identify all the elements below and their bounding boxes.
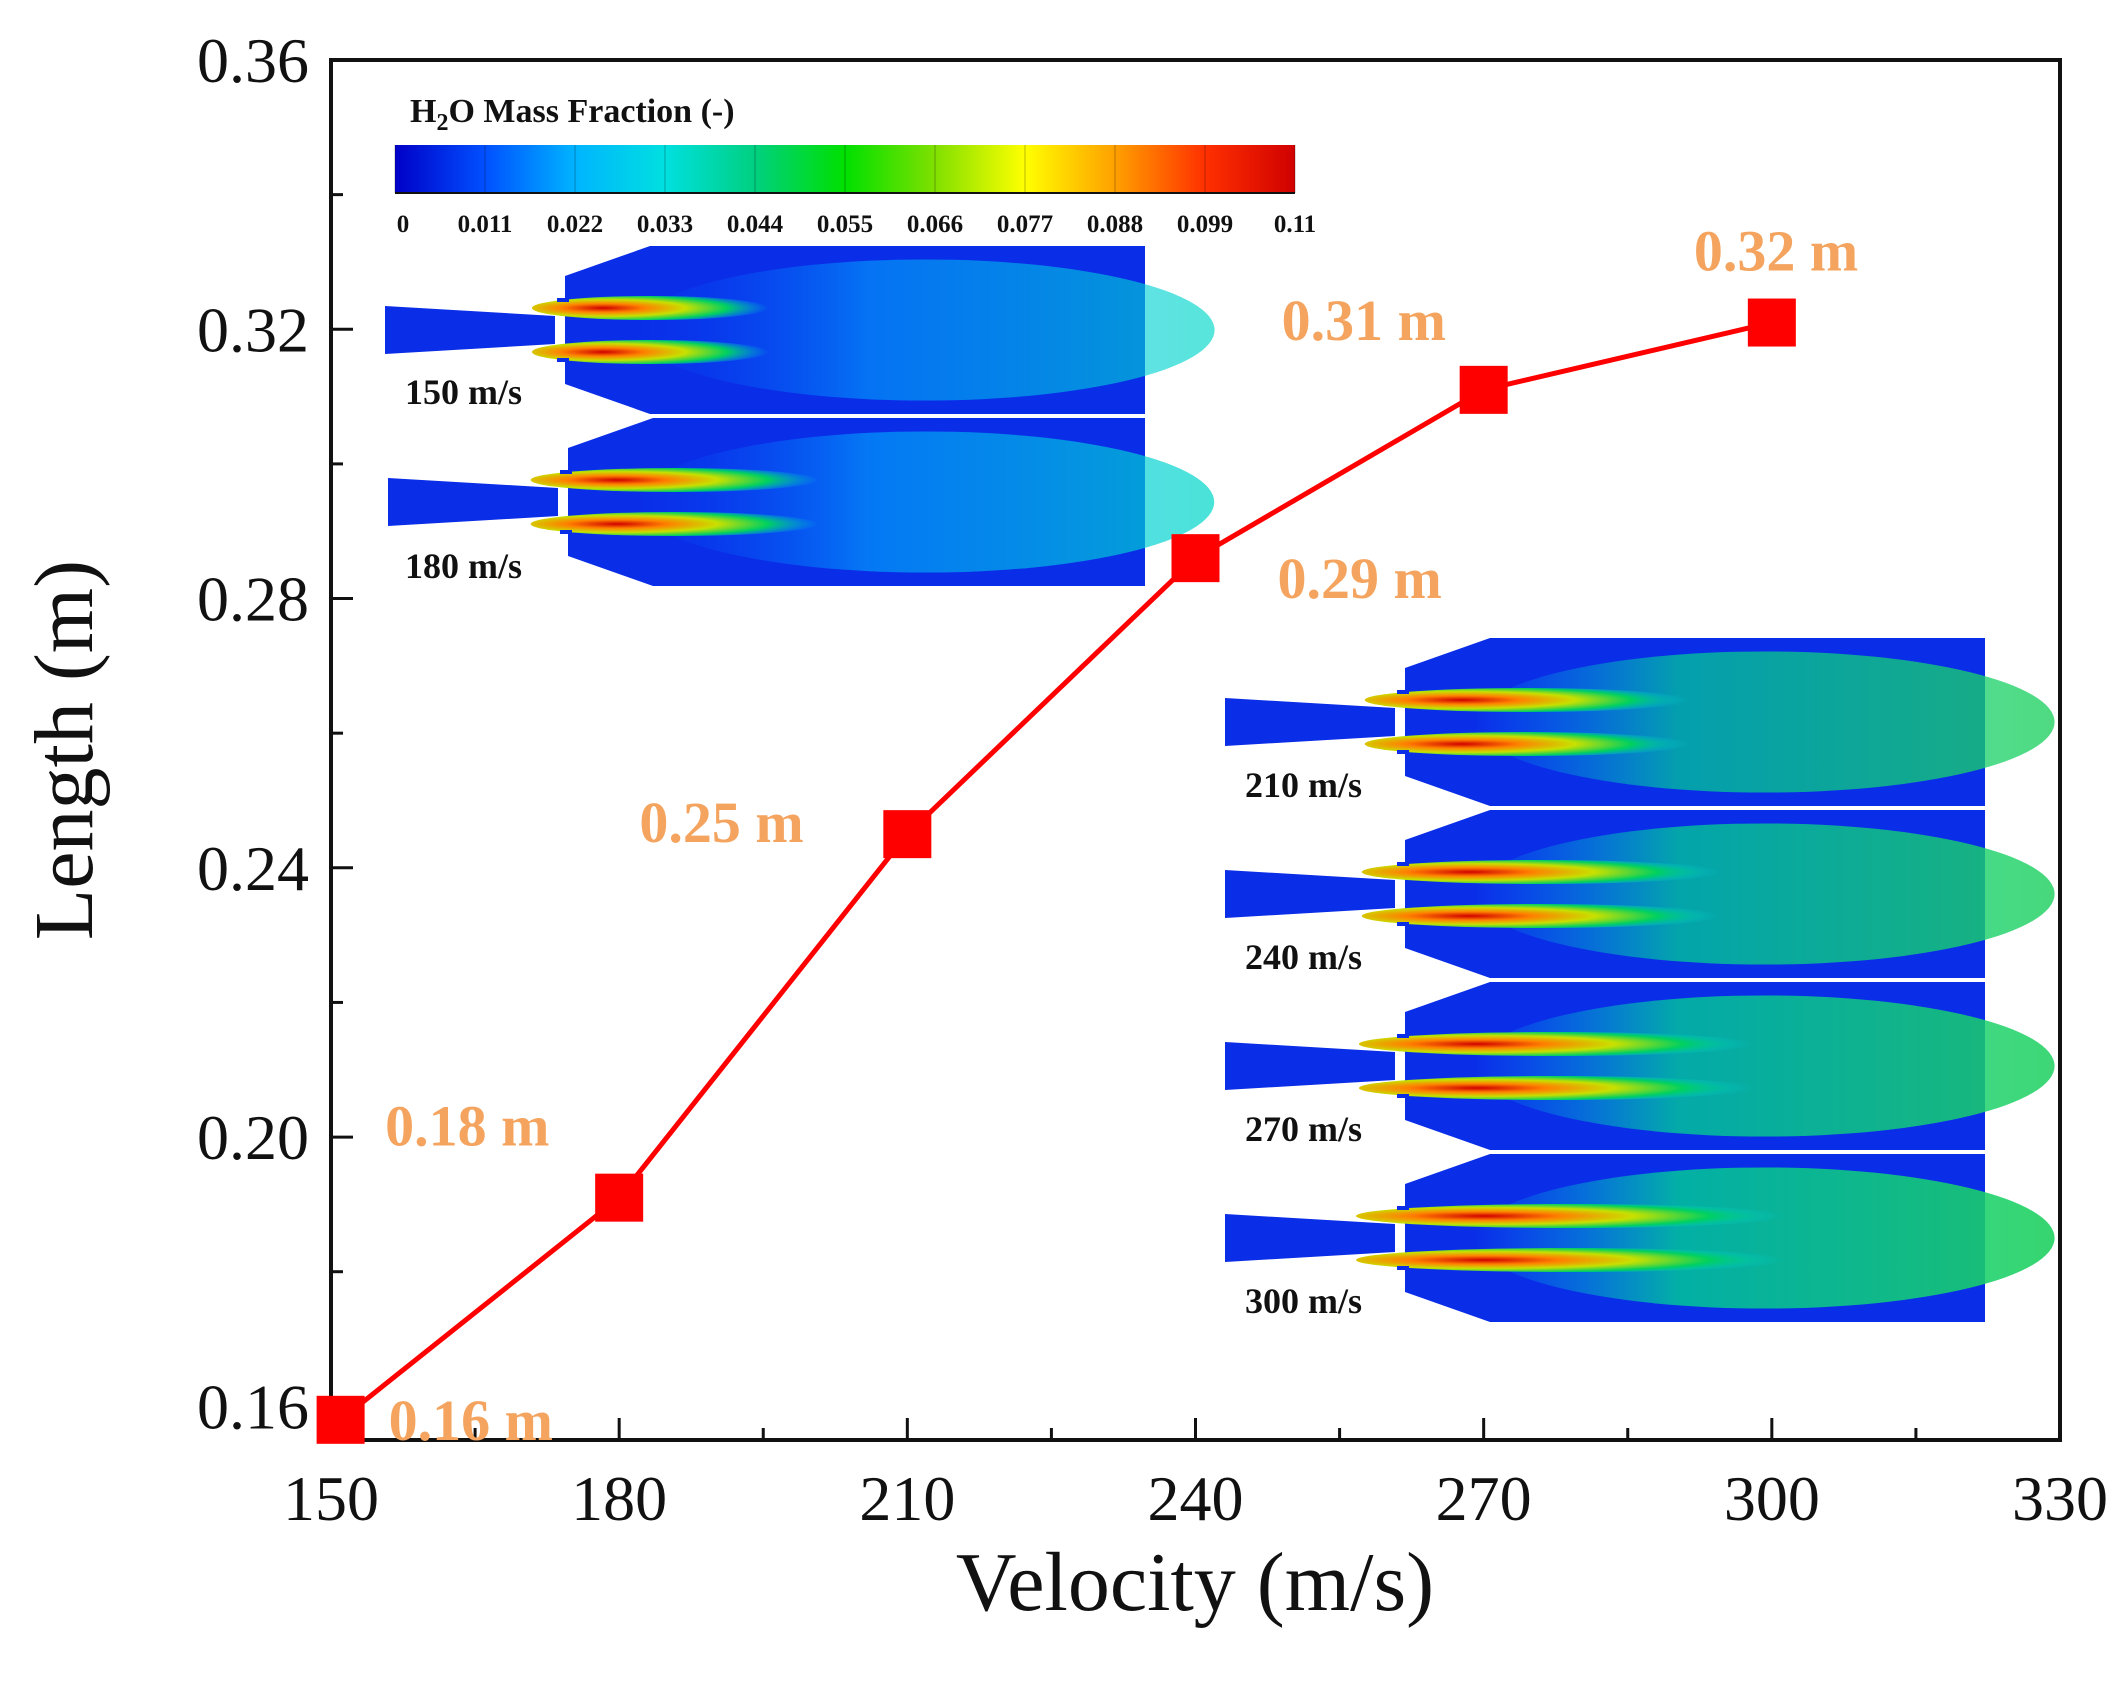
x-tick-label: 300 [1724,1463,1820,1534]
x-tick-label: 180 [571,1463,667,1534]
velocity-contour-insets: 150 m/s 180 m/s 210 m/s 240 m/s 270 m/s 300 m… [385,246,2055,1322]
inlet-nozzle [388,478,558,526]
colorbar-tick-label: 0.11 [1274,211,1316,238]
colorbar-tick-label: 0.033 [637,211,693,238]
data-label: 0.25 m [639,790,803,855]
data-point-marker [595,1173,644,1222]
inset-velocity-label: 270 m/s [1245,1109,1362,1149]
jet-core [1356,1204,1784,1228]
y-axis-title: Length (m) [18,560,111,940]
x-tick-label: 210 [859,1463,955,1534]
jet-core [1361,860,1721,884]
data-label: 0.18 m [385,1094,549,1159]
data-label: 0.31 m [1282,288,1446,353]
y-tick-label: 0.16 [197,1371,309,1442]
inlet-nozzle [1225,698,1395,746]
y-tick-label: 0.24 [197,833,309,904]
colorbar-tick-label: 0.066 [907,211,963,238]
jet-core [531,340,769,364]
colorbar-tick-label: 0 [397,211,410,238]
colorbar-tick-label: 0.044 [727,211,784,238]
y-tick-label: 0.20 [197,1102,309,1173]
inset-velocity-label: 150 m/s [405,372,522,412]
inlet-nozzle [1225,1042,1395,1090]
inset-velocity-label: 210 m/s [1245,765,1362,805]
x-tick-label: 240 [1148,1463,1244,1534]
colorbar-title: H2O Mass Fraction (-) [410,93,735,136]
x-axis-title: Velocity (m/s) [956,1536,1434,1629]
x-tick-label: 270 [1436,1463,1532,1534]
jet-core [530,468,819,492]
contour-inset: 300 m/s [1225,1154,2055,1322]
data-point-marker [1747,298,1796,347]
inset-velocity-label: 300 m/s [1245,1281,1362,1321]
contour-inset: 150 m/s [385,246,1215,414]
colorbar-tick-label: 0.077 [997,211,1053,238]
colorbar-tick-label: 0.088 [1087,211,1143,238]
data-point-marker [1459,365,1508,414]
x-axis: 150 180 210 240 270 300 330 [283,1418,2108,1534]
jet-core [531,296,769,320]
inlet-nozzle [1225,1214,1395,1262]
colorbar-tick-label: 0.011 [458,211,513,238]
contour-inset: 180 m/s [388,418,1215,586]
plume [1474,823,2055,965]
colorbar-tick-label: 0.055 [817,211,873,238]
data-label: 0.29 m [1278,546,1442,611]
jet-core [530,512,819,536]
jet-core [1364,732,1689,756]
inset-velocity-label: 180 m/s [405,546,522,586]
colorbar-tick-label: 0.022 [547,211,603,238]
y-axis: 0.16 0.20 0.24 0.28 0.32 0.36 [197,25,353,1442]
series-line [339,320,1773,1422]
jet-core [1356,1248,1784,1272]
inset-velocity-label: 240 m/s [1245,937,1362,977]
x-tick-label: 150 [283,1463,379,1534]
jet-core [1358,1076,1753,1100]
colorbar: H2O Mass Fraction (-) 0 0.011 0.022 0.033 0.… [394,93,1316,238]
jet-core [1364,688,1689,712]
colorbar-gradient [395,145,1295,193]
jet-core [1358,1032,1753,1056]
colorbar-tick-label: 0.099 [1177,211,1233,238]
inlet-nozzle [385,306,555,354]
contour-inset: 210 m/s [1225,638,2055,806]
data-point-marker [1171,534,1220,583]
inlet-nozzle [1225,870,1395,918]
y-tick-label: 0.36 [197,25,309,96]
contour-inset: 270 m/s [1225,982,2055,1150]
jet-core [1361,904,1721,928]
data-point-marker [316,1395,365,1444]
x-tick-label: 330 [2012,1463,2108,1534]
data-label: 0.16 m [389,1388,553,1453]
contour-inset: 240 m/s [1225,810,2055,978]
data-point-marker [883,810,932,859]
plume [634,259,1215,401]
plume [1474,995,2055,1137]
y-tick-label: 0.28 [197,564,309,635]
plume [1474,651,2055,793]
y-tick-label: 0.32 [197,294,309,365]
plume [637,431,1215,573]
data-label: 0.32 m [1694,219,1858,284]
plume [1474,1167,2055,1309]
